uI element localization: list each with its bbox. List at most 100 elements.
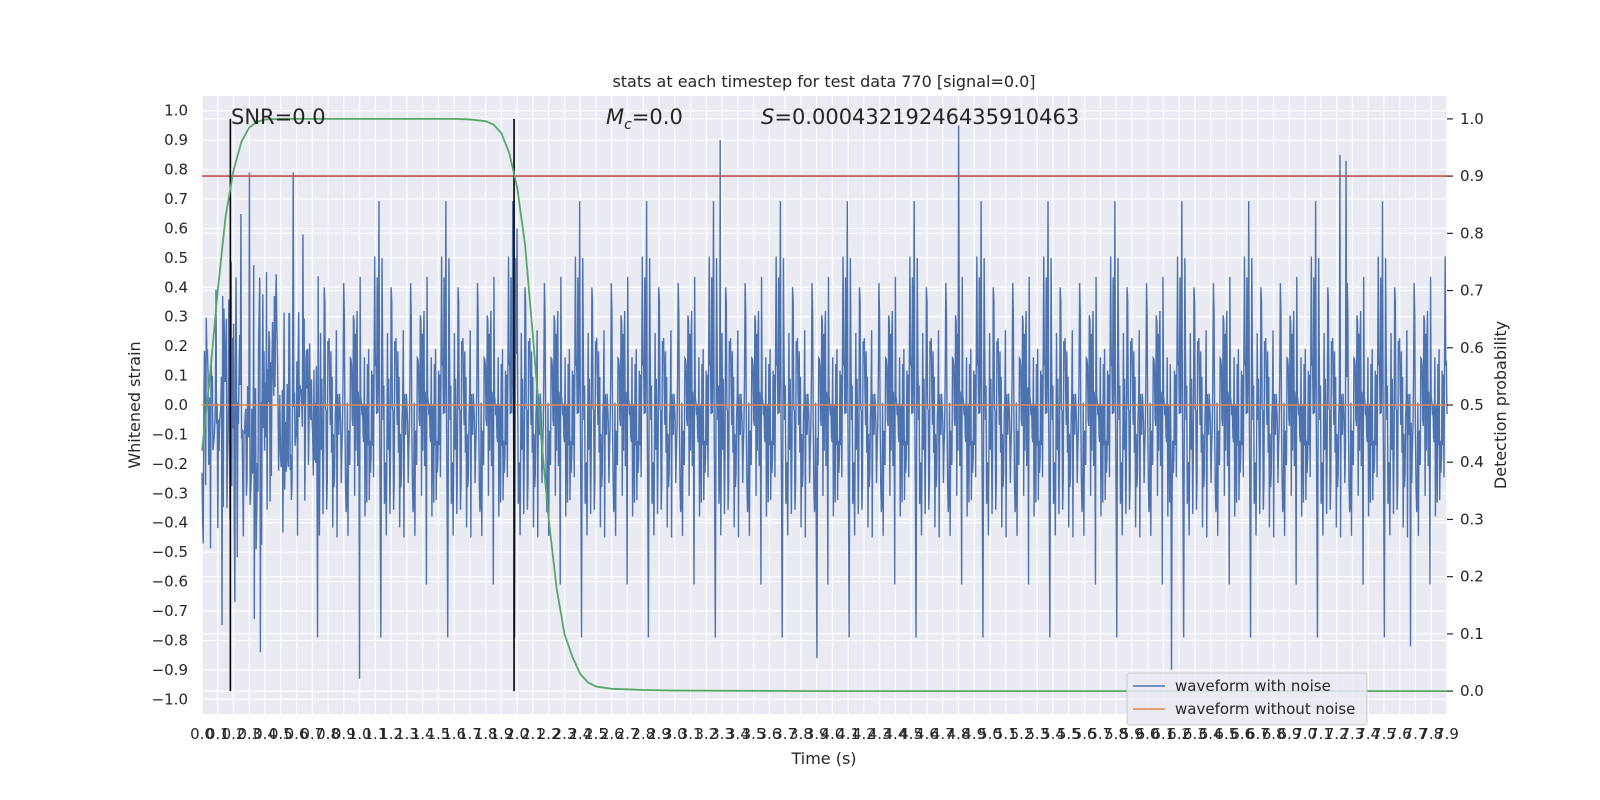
y-tick-label: −0.4 bbox=[152, 514, 188, 532]
chirp-mass-annotation: Mc=0.0 bbox=[606, 105, 683, 133]
x-tick-label: 7.1 bbox=[1309, 725, 1333, 743]
y-tick-label: 0.5 bbox=[164, 249, 188, 267]
y-tick-label: 0.4 bbox=[164, 278, 188, 296]
x-tick-label: 3.9 bbox=[805, 725, 829, 743]
legend-box bbox=[1126, 672, 1368, 726]
y-tick-label: −0.2 bbox=[152, 455, 188, 473]
x-tick-label: 3.0 bbox=[663, 725, 687, 743]
x-tick-label: 1.7 bbox=[458, 725, 482, 743]
x-tick-label: 1.6 bbox=[442, 725, 466, 743]
y-right-tick-label: 0.6 bbox=[1460, 339, 1484, 357]
x-tick-label: 3.8 bbox=[789, 725, 813, 743]
y-tick-label: 0.6 bbox=[164, 219, 188, 237]
y-tick-label: −0.3 bbox=[152, 484, 188, 502]
x-tick-label: 5.4 bbox=[1041, 725, 1065, 743]
x-tick-label: 2.7 bbox=[616, 725, 640, 743]
x-tick-label: 2.1 bbox=[521, 725, 545, 743]
x-tick-label: 1.0 bbox=[348, 725, 372, 743]
y-tick-label: 0.1 bbox=[164, 367, 188, 385]
y-tick-label: −0.9 bbox=[152, 661, 188, 679]
y-tick-label: −0.6 bbox=[152, 573, 188, 591]
x-tick-label: 7.0 bbox=[1293, 725, 1317, 743]
x-tick-label: 2.4 bbox=[568, 725, 592, 743]
chirp-mass-symbol: M bbox=[606, 105, 624, 129]
x-tick-label: 6.1 bbox=[1151, 725, 1175, 743]
x-tick-label: 1.1 bbox=[363, 725, 387, 743]
x-tick-label: 5.5 bbox=[1057, 725, 1081, 743]
x-tick-label: 6.0 bbox=[1136, 725, 1160, 743]
x-tick-label: 6.5 bbox=[1214, 725, 1238, 743]
y-axis-label-right: Detection probability bbox=[1491, 321, 1510, 489]
y-right-tick-label: 0.5 bbox=[1460, 396, 1484, 414]
s-symbol: S bbox=[761, 105, 774, 129]
y-tick-label: −0.5 bbox=[152, 543, 188, 561]
x-tick-label: 3.2 bbox=[694, 725, 718, 743]
x-tick-label: 3.6 bbox=[757, 725, 781, 743]
x-tick-label: 6.6 bbox=[1230, 725, 1254, 743]
x-tick-label: 4.4 bbox=[883, 725, 907, 743]
x-tick-label: 5.7 bbox=[1088, 725, 1112, 743]
x-tick-label: 0.5 bbox=[269, 725, 293, 743]
y-axis-left-ticks: −1.0 −0.9 −0.8 −0.7 −0.6 −0.5 −0.4 −0.3 −0.2 −0.1… bbox=[152, 102, 188, 709]
x-tick-label: 4.1 bbox=[836, 725, 860, 743]
s-value: =0.00043219246435910463 bbox=[774, 105, 1079, 129]
x-tick-label: 2.2 bbox=[537, 725, 561, 743]
x-tick-label: 1.2 bbox=[379, 725, 403, 743]
x-tick-label: 5.6 bbox=[1073, 725, 1097, 743]
legend-label-noise: waveform with noise bbox=[1175, 677, 1331, 695]
x-tick-label: 6.2 bbox=[1167, 725, 1191, 743]
x-tick-label: 4.5 bbox=[899, 725, 923, 743]
x-tick-label: 4.3 bbox=[868, 725, 892, 743]
y-right-tick-label: 0.9 bbox=[1460, 167, 1484, 185]
x-tick-label: 0.3 bbox=[237, 725, 261, 743]
x-tick-label: 7.9 bbox=[1435, 725, 1459, 743]
x-tick-label: 7.2 bbox=[1325, 725, 1349, 743]
y-tick-label: −0.7 bbox=[152, 602, 188, 620]
x-tick-label: 4.6 bbox=[915, 725, 939, 743]
y-right-tick-label: 0.1 bbox=[1460, 625, 1484, 643]
noise-waveform-line bbox=[201, 125, 1448, 679]
x-tick-label: 3.5 bbox=[742, 725, 766, 743]
x-tick-label: 4.2 bbox=[852, 725, 876, 743]
x-tick-label: 7.4 bbox=[1356, 725, 1380, 743]
x-tick-label: 2.8 bbox=[631, 725, 655, 743]
x-tick-label: 2.3 bbox=[553, 725, 577, 743]
x-tick-label: 3.3 bbox=[710, 725, 734, 743]
x-tick-label: 5.3 bbox=[1025, 725, 1049, 743]
x-tick-label: 7.8 bbox=[1419, 725, 1443, 743]
x-axis-label: Time (s) bbox=[790, 749, 856, 768]
x-tick-label: 7.5 bbox=[1372, 725, 1396, 743]
x-tick-label: 4.9 bbox=[962, 725, 986, 743]
x-tick-label: 1.4 bbox=[411, 725, 435, 743]
x-tick-label: 6.7 bbox=[1246, 725, 1270, 743]
y-tick-label: 0.0 bbox=[164, 396, 188, 414]
y-right-tick-label: 0.8 bbox=[1460, 224, 1484, 242]
x-tick-label: 7.7 bbox=[1404, 725, 1428, 743]
x-tick-label: 1.3 bbox=[395, 725, 419, 743]
x-tick-label: 3.1 bbox=[679, 725, 703, 743]
x-tick-label: 3.7 bbox=[773, 725, 797, 743]
y-tick-label: 0.3 bbox=[164, 308, 188, 326]
x-tick-label: 2.0 bbox=[505, 725, 529, 743]
x-tick-label: 6.3 bbox=[1183, 725, 1207, 743]
x-tick-label: 2.9 bbox=[647, 725, 671, 743]
x-tick-label: 6.8 bbox=[1262, 725, 1286, 743]
y-right-tick-label: 0.4 bbox=[1460, 453, 1484, 471]
y-tick-label: 1.0 bbox=[164, 102, 188, 120]
legend: waveform with noise waveform without noi… bbox=[1126, 672, 1368, 726]
x-tick-label: 0.7 bbox=[300, 725, 324, 743]
y-right-tick-label: 1.0 bbox=[1460, 110, 1484, 128]
x-tick-label: 0.1 bbox=[206, 725, 230, 743]
x-tick-label: 4.8 bbox=[947, 725, 971, 743]
chart-title: stats at each timestep for test data 770… bbox=[612, 72, 1035, 91]
chirp-mass-value: =0.0 bbox=[632, 105, 683, 129]
y-tick-label: −0.8 bbox=[152, 631, 188, 649]
x-tick-label: 0.6 bbox=[285, 725, 309, 743]
s-annotation: S=0.00043219246435910463 bbox=[761, 105, 1079, 129]
y-tick-label: −1.0 bbox=[152, 690, 188, 708]
y-tick-label: 0.8 bbox=[164, 161, 188, 179]
x-tick-label: 7.3 bbox=[1341, 725, 1365, 743]
snr-annotation: SNR=0.0 bbox=[231, 105, 326, 129]
